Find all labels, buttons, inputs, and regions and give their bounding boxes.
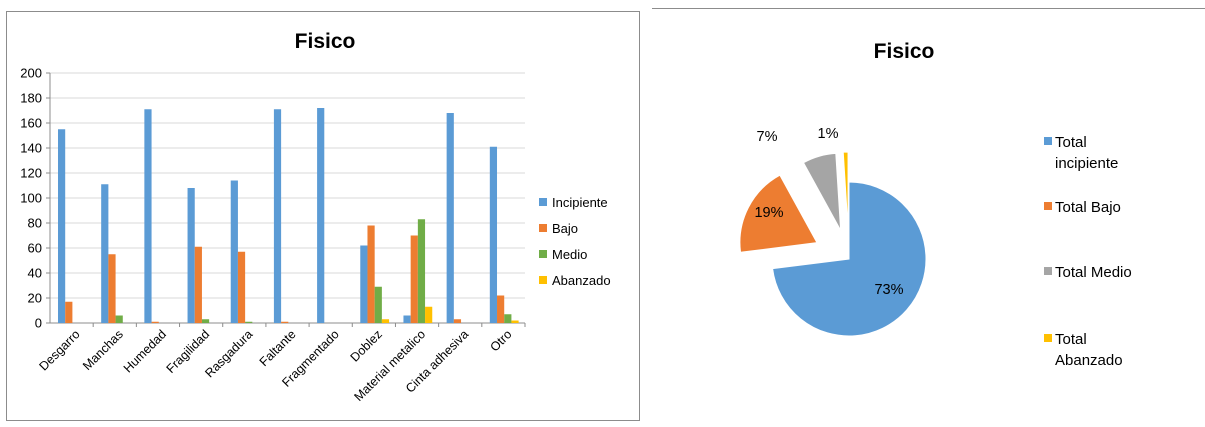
pie-slice xyxy=(802,152,842,231)
pie-slice xyxy=(842,151,849,230)
legend-swatch xyxy=(539,198,547,206)
bar xyxy=(367,225,375,323)
bar-chart-legend: Incipiente Bajo Medio Abanzado xyxy=(539,195,611,288)
bar-chart-y-ticks: 0 20 40 60 80 100 120 140 160 180 200 xyxy=(20,66,42,331)
legend-swatch xyxy=(1044,334,1052,342)
y-tick-label: 60 xyxy=(28,241,42,256)
legend-label: incipiente xyxy=(1055,155,1118,172)
y-tick-label: 40 xyxy=(28,266,42,281)
y-tick-label: 180 xyxy=(20,91,42,106)
bar xyxy=(201,319,210,323)
bar xyxy=(144,109,152,323)
legend-swatch xyxy=(539,276,547,284)
bar xyxy=(151,321,159,323)
legend-label: Abanzado xyxy=(552,273,611,288)
bar xyxy=(489,146,498,323)
bar xyxy=(381,319,390,323)
bar xyxy=(417,219,426,323)
category-label: Doblez xyxy=(348,327,385,364)
legend-label: Total xyxy=(1055,134,1087,151)
bar-chart-panel: Fisico 0 20 40 60 80 100 120 140 160 180 200 Desga… xyxy=(6,11,640,421)
pie-slice xyxy=(772,181,927,337)
pie-data-label: 7% xyxy=(757,129,778,145)
pie-chart-labels: 73% 19% 7% 1% xyxy=(754,126,903,298)
pie-chart-legend: Total incipiente Total Bajo Total Medio Tota… xyxy=(1044,134,1132,369)
legend-swatch xyxy=(1044,267,1052,275)
legend-label: Total Medio xyxy=(1055,264,1132,281)
category-label: Manchas xyxy=(80,327,126,373)
bar xyxy=(504,314,512,323)
legend-label: Abanzado xyxy=(1055,352,1123,369)
bar xyxy=(101,184,109,323)
y-tick-label: 20 xyxy=(28,291,42,306)
pie-data-label: 73% xyxy=(874,282,903,298)
y-tick-label: 0 xyxy=(35,316,42,331)
category-label: Faltante xyxy=(257,327,299,369)
bar xyxy=(108,254,116,323)
y-tick-label: 80 xyxy=(28,216,42,231)
bar xyxy=(194,246,202,323)
pie-slice xyxy=(739,174,818,253)
y-tick-label: 120 xyxy=(20,166,42,181)
bar xyxy=(237,251,246,323)
bar xyxy=(230,180,238,323)
legend-label: Incipiente xyxy=(552,195,608,210)
pie-chart-panel: Fisico 73% 19% 7% 1% Total incipiente Total B… xyxy=(652,8,1205,418)
category-label: Humedad xyxy=(121,327,169,375)
bar xyxy=(65,301,73,323)
pie-data-label: 19% xyxy=(754,205,783,221)
legend-label: Medio xyxy=(552,247,587,262)
bar xyxy=(374,286,382,323)
bar xyxy=(58,129,66,323)
bar xyxy=(360,245,368,323)
bar xyxy=(410,235,418,323)
y-tick-label: 100 xyxy=(20,191,42,206)
legend-swatch xyxy=(1044,137,1052,145)
pie-chart-title: Fisico xyxy=(874,40,935,63)
bar-chart-bars xyxy=(58,108,519,323)
bar xyxy=(115,315,123,323)
bar xyxy=(446,113,454,323)
bar xyxy=(187,188,195,323)
bar-chart-grid xyxy=(46,72,526,327)
pie-chart-slices xyxy=(739,151,927,337)
y-tick-label: 160 xyxy=(20,116,42,131)
y-tick-label: 140 xyxy=(20,141,42,156)
legend-swatch xyxy=(1044,202,1052,210)
bar-chart-categories: DesgarroManchasHumedadFragilidadRasgadur… xyxy=(36,327,514,404)
bar-chart-title: Fisico xyxy=(295,30,356,53)
bar-chart: Fisico 0 20 40 60 80 100 120 140 160 180 200 Desga… xyxy=(20,30,611,404)
pie-data-label: 1% xyxy=(818,126,839,142)
bar xyxy=(317,108,325,323)
legend-swatch xyxy=(539,224,547,232)
pie-chart: Fisico 73% 19% 7% 1% Total incipiente Total B… xyxy=(739,40,1132,369)
bar xyxy=(453,319,462,323)
category-label: Desgarro xyxy=(36,327,82,373)
bar xyxy=(281,321,289,323)
bar xyxy=(511,320,519,323)
bar xyxy=(403,315,411,323)
bar xyxy=(425,306,433,323)
bar xyxy=(273,109,282,323)
category-label: Otro xyxy=(487,327,514,354)
bar xyxy=(497,295,505,323)
legend-swatch xyxy=(539,250,547,258)
y-tick-label: 200 xyxy=(20,66,42,81)
legend-label: Total xyxy=(1055,331,1087,348)
legend-label: Bajo xyxy=(552,221,578,236)
legend-label: Total Bajo xyxy=(1055,199,1121,216)
bar xyxy=(245,321,253,323)
